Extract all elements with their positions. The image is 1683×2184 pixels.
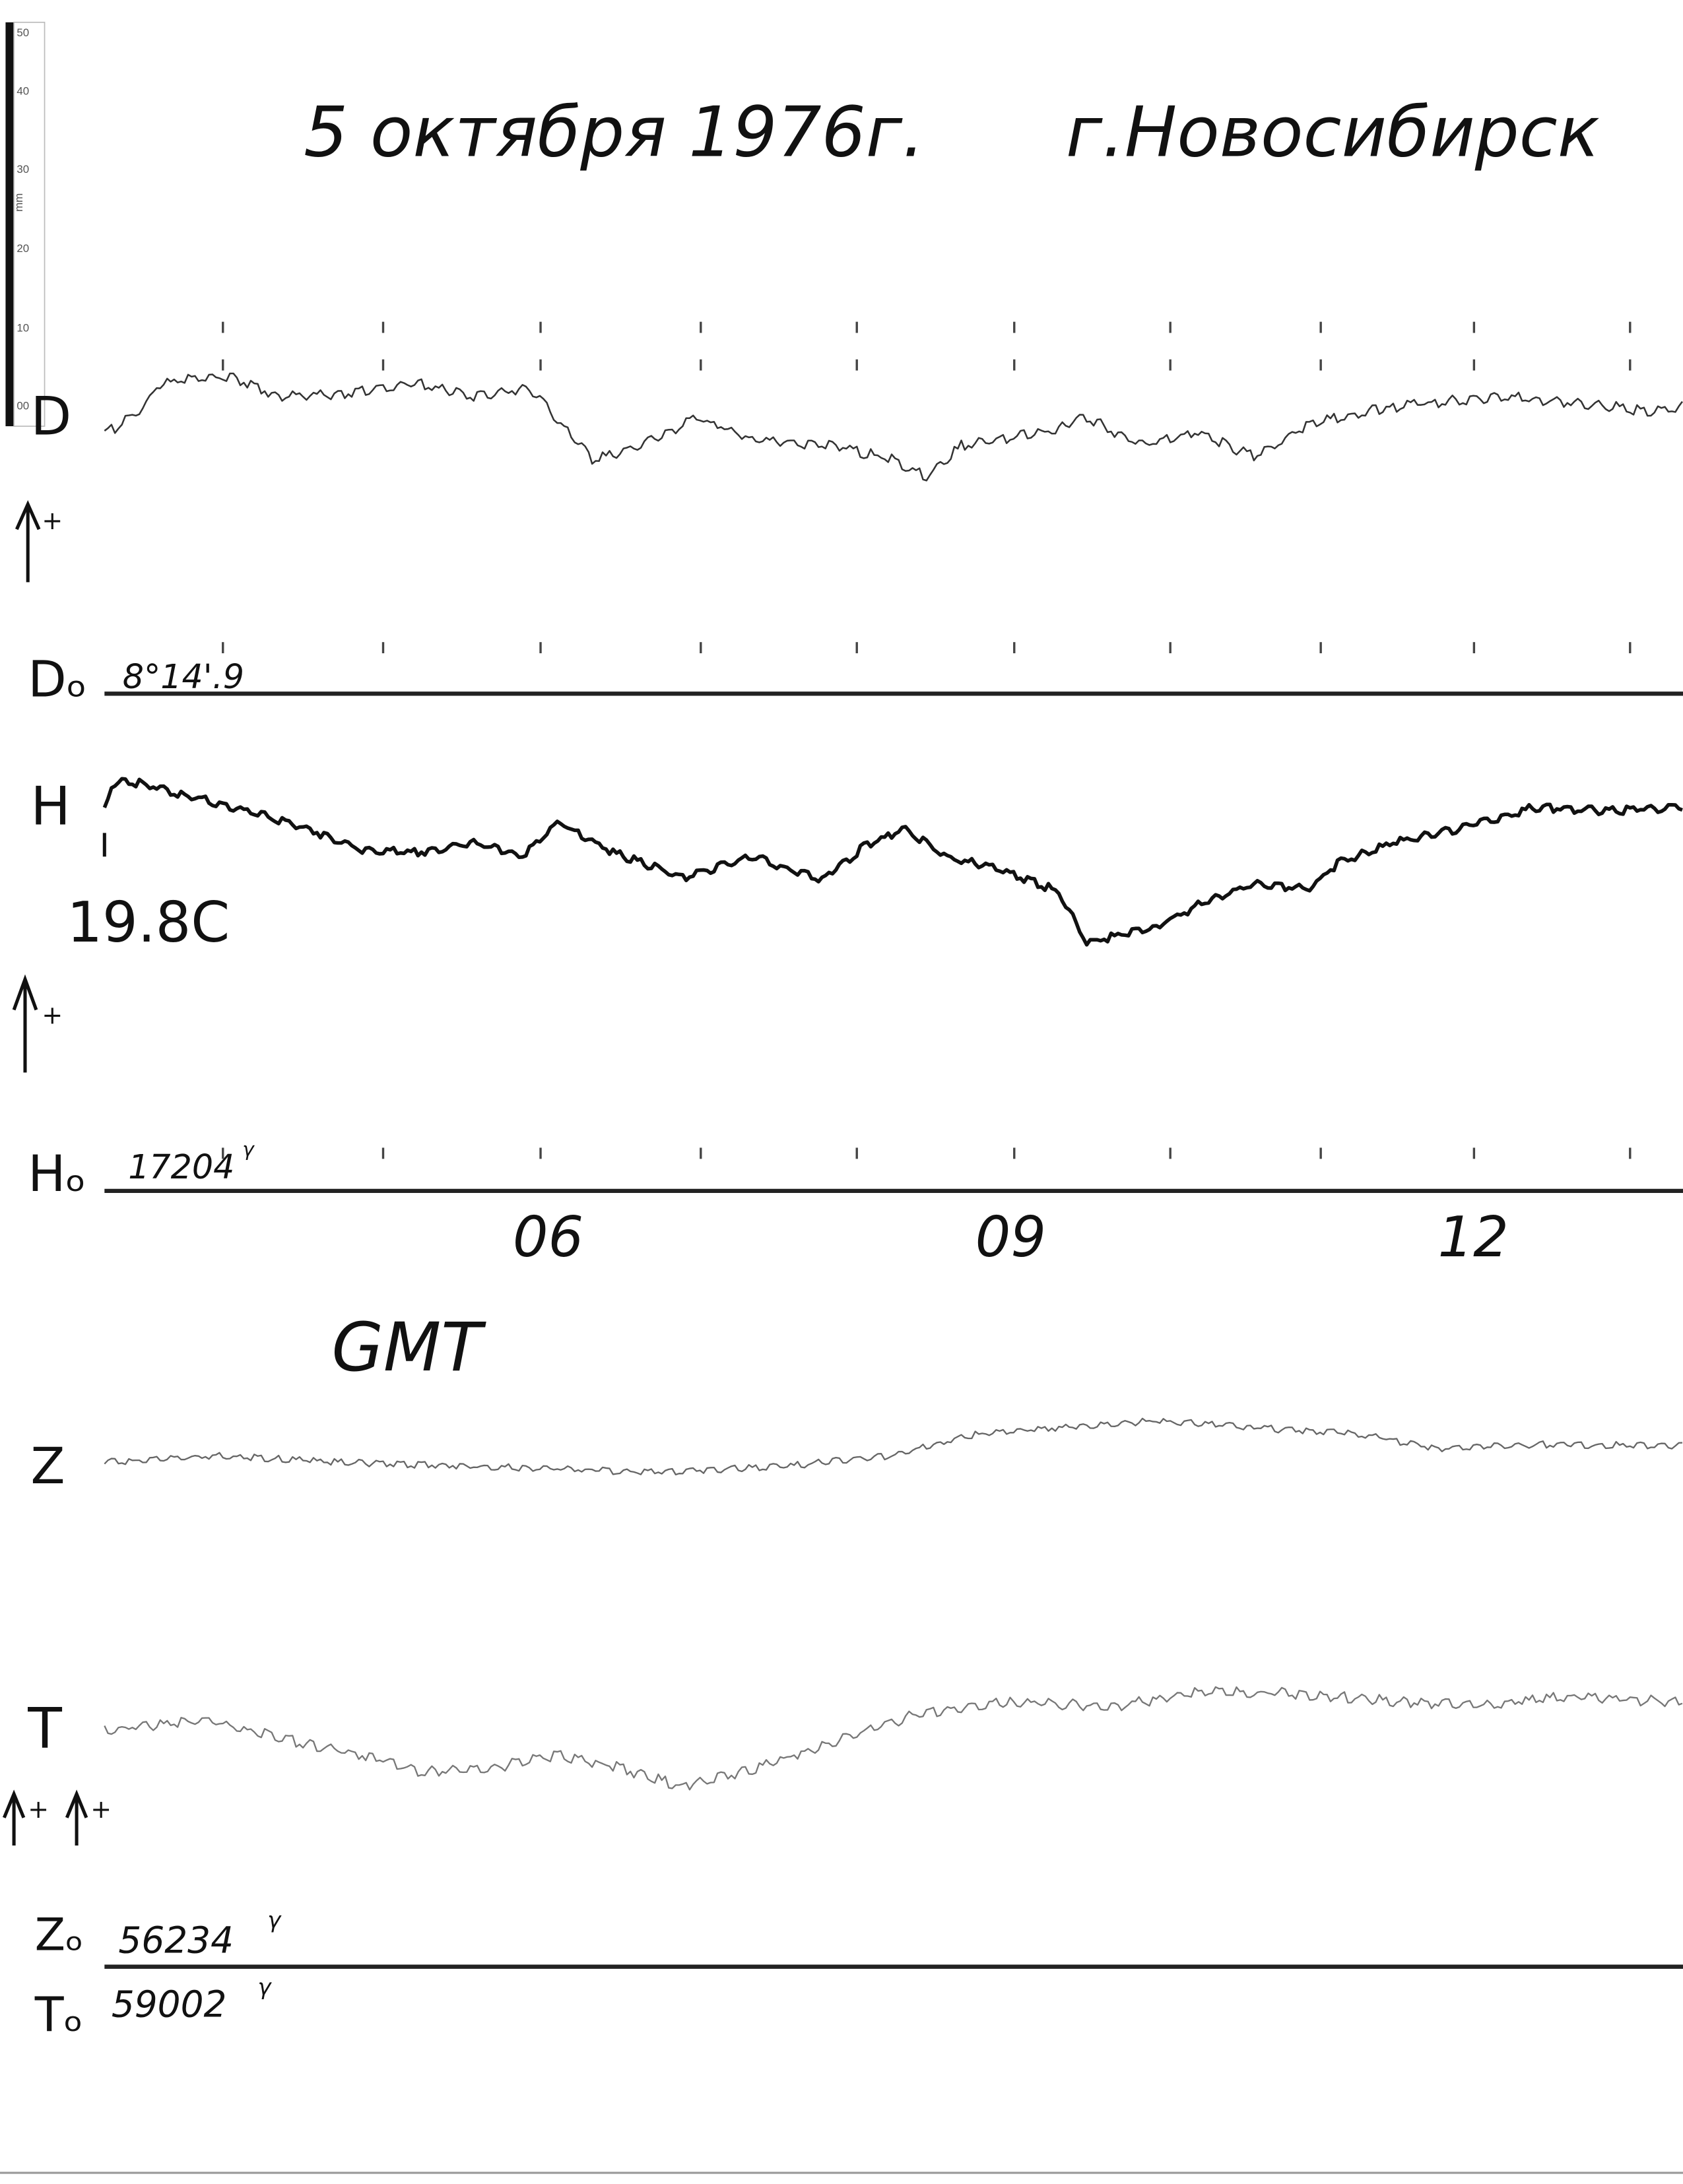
channel-label: H [30,776,70,837]
date: 5 октября 1976г. [304,91,925,172]
ruler-label: 30 [16,163,29,176]
channel-label: T [27,1696,62,1761]
arrowhead [65,1789,88,1818]
base-value: 56234 [118,1919,234,1962]
ruler-bar [5,22,15,426]
trace [102,777,1683,947]
base-value: 59002 [112,1983,227,2026]
trace [104,1417,1682,1476]
base-value: 17204 [128,1147,234,1186]
plus-sign: + [90,1795,112,1824]
trace [104,372,1683,482]
ruler-frame [13,21,46,427]
ruler-label: 40 [16,85,29,98]
place: г.Новосибирск [1066,91,1600,172]
base-label: Hₒ [28,1144,86,1203]
time-label: 09 [975,1205,1046,1269]
ruler-label: 10 [16,321,29,334]
arrowhead [12,974,38,1011]
ruler-label: 20 [16,242,29,255]
arrowhead [2,1789,26,1818]
channel-label: D [30,386,71,447]
time-label: 12 [1437,1205,1508,1269]
plus-sign: + [28,1795,49,1824]
ruler-label: 50 [16,26,29,39]
plus-sign: + [42,1001,63,1030]
base-unit: γ [258,1974,273,2000]
base-unit: γ [242,1138,255,1161]
base-label: Tₒ [34,1987,84,2042]
temperature: 19.8C [67,890,230,955]
ruler-label: 00 [16,400,29,412]
base-label: Dₒ [28,649,87,708]
time-label: 06 [513,1205,583,1269]
base-value: 8°14'.9 [123,657,244,696]
channel-label: Z [30,1436,65,1495]
plus-sign: + [42,506,63,535]
arrowhead [15,499,41,530]
traces [102,321,1683,1791]
base-unit: γ [267,1908,282,1933]
trace [104,1686,1683,1791]
time-zone: GMT [331,1308,486,1386]
ruler-unit: mm [13,193,25,212]
base-label: Zₒ [35,1908,84,1960]
